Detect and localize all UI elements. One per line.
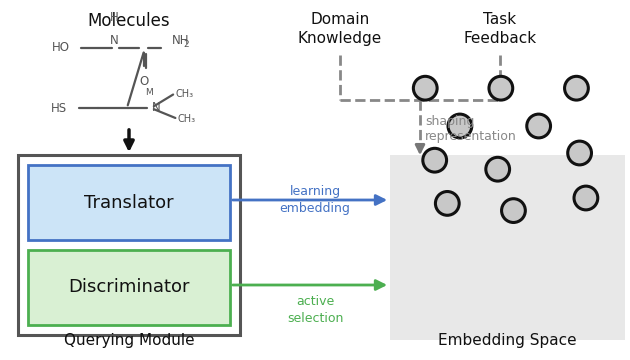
- Circle shape: [486, 157, 510, 181]
- Text: 2: 2: [184, 40, 190, 49]
- Circle shape: [448, 114, 472, 138]
- Circle shape: [423, 148, 447, 172]
- Text: NH: NH: [172, 33, 190, 47]
- Bar: [28, 165, 230, 240]
- Bar: [28, 250, 230, 325]
- Text: H: H: [110, 11, 118, 24]
- Circle shape: [564, 76, 588, 100]
- Bar: [390, 155, 625, 340]
- Text: Embedding Space: Embedding Space: [438, 333, 576, 348]
- Circle shape: [501, 199, 525, 222]
- Text: representation: representation: [425, 130, 517, 143]
- Text: HO: HO: [52, 41, 70, 54]
- Text: Discriminator: Discriminator: [68, 279, 190, 297]
- Circle shape: [489, 76, 513, 100]
- Circle shape: [413, 76, 437, 100]
- Text: O: O: [139, 75, 148, 88]
- Text: Task
Feedback: Task Feedback: [464, 12, 537, 46]
- Text: M: M: [146, 89, 153, 98]
- Circle shape: [527, 114, 551, 138]
- Text: CH₃: CH₃: [175, 89, 193, 99]
- Text: Querying Module: Querying Module: [64, 333, 194, 348]
- Circle shape: [435, 192, 459, 215]
- Text: shaping: shaping: [425, 115, 474, 128]
- Text: Domain
Knowledge: Domain Knowledge: [298, 12, 382, 46]
- Text: CH₃: CH₃: [178, 114, 196, 124]
- Text: learning
embedding: learning embedding: [280, 185, 350, 215]
- Text: Translator: Translator: [84, 194, 174, 211]
- Text: Molecules: Molecules: [88, 12, 170, 30]
- Text: N: N: [110, 33, 118, 47]
- Circle shape: [574, 186, 598, 210]
- Circle shape: [568, 141, 592, 165]
- Text: active
selection: active selection: [287, 295, 343, 325]
- Text: HS: HS: [50, 102, 67, 115]
- Text: N: N: [152, 101, 160, 114]
- Bar: [18, 155, 240, 335]
